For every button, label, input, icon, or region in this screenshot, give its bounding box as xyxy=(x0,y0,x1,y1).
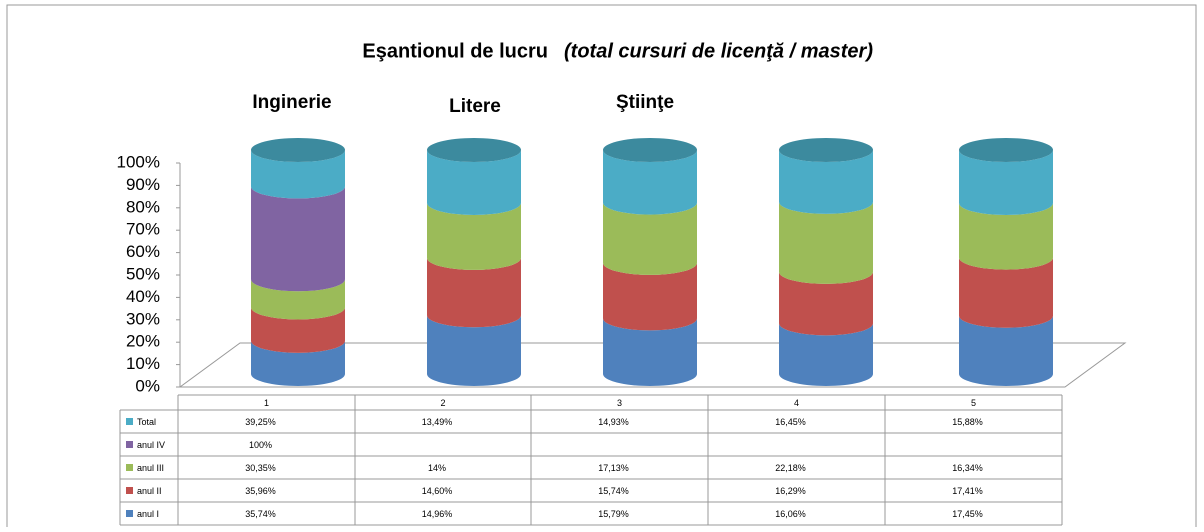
legend-label: anul III xyxy=(137,463,164,473)
bar-segment xyxy=(779,323,873,386)
legend-label: anul IV xyxy=(137,440,165,450)
legend-swatch xyxy=(126,464,133,471)
table-header: 4 xyxy=(794,398,799,408)
table-cell: 16,06% xyxy=(775,509,806,519)
bar-segment xyxy=(251,340,345,386)
y-tick-label: 10% xyxy=(126,354,160,373)
bar-segment xyxy=(959,150,1053,216)
y-tick-label: 50% xyxy=(126,264,160,283)
annotation: Ştiinţe xyxy=(616,92,674,113)
legend-swatch xyxy=(126,510,133,517)
bar-segment xyxy=(427,150,521,215)
y-tick-label: 70% xyxy=(126,220,160,239)
table-header: 1 xyxy=(264,398,269,408)
table-cell: 22,18% xyxy=(775,463,806,473)
table-cell: 16,45% xyxy=(775,417,806,427)
bar-segment xyxy=(603,262,697,331)
table-cell: 35,74% xyxy=(245,509,276,519)
y-tick-label: 20% xyxy=(126,332,160,351)
bar-segment xyxy=(603,150,697,215)
table-header: 3 xyxy=(617,398,622,408)
legend-swatch xyxy=(126,441,133,448)
bar-top xyxy=(427,138,521,162)
y-tick-label: 0% xyxy=(135,376,160,395)
bar-segment xyxy=(251,150,345,199)
table-header: 2 xyxy=(440,398,445,408)
table-cell: 16,34% xyxy=(952,463,983,473)
bar-segment xyxy=(959,203,1053,270)
annotation: Litere xyxy=(449,96,501,117)
table-cell: 14% xyxy=(428,463,446,473)
table-cell: 17,13% xyxy=(598,463,629,473)
legend-label: Total xyxy=(137,417,156,427)
bar-segment xyxy=(427,257,521,328)
table-cell: 100% xyxy=(249,440,272,450)
bar-segment xyxy=(959,315,1053,386)
table-cell: 13,49% xyxy=(422,417,453,427)
bar-segment xyxy=(603,318,697,386)
bar-segment xyxy=(427,202,521,270)
bar-top xyxy=(959,138,1053,162)
chart-title: Eşantionul de lucru xyxy=(362,40,548,62)
bar-segment xyxy=(427,315,521,386)
bar-segment xyxy=(779,271,873,336)
y-tick-label: 100% xyxy=(117,152,160,171)
bar-segment xyxy=(251,186,345,292)
table-cell: 16,29% xyxy=(775,486,806,496)
table-cell: 14,93% xyxy=(598,417,629,427)
table-cell: 39,25% xyxy=(245,417,276,427)
bar-segment xyxy=(959,257,1053,328)
bar-segment xyxy=(603,202,697,275)
bar-segment xyxy=(779,150,873,214)
table-cell: 17,45% xyxy=(952,509,983,519)
table-cell: 15,88% xyxy=(952,417,983,427)
bar-top xyxy=(779,138,873,162)
chart-subtitle: (total cursuri de licenţă / master) xyxy=(564,40,873,62)
bar-segment xyxy=(251,279,345,320)
table-cell: 14,60% xyxy=(422,486,453,496)
floor xyxy=(178,342,1127,388)
legend-label: anul I xyxy=(137,509,159,519)
table-cell: 15,79% xyxy=(598,509,629,519)
legend-label: anul II xyxy=(137,486,162,496)
bar-top xyxy=(251,138,345,162)
bar-segment xyxy=(251,307,345,353)
table-cell: 30,35% xyxy=(245,463,276,473)
y-tick-label: 40% xyxy=(126,287,160,306)
table-cell: 15,74% xyxy=(598,486,629,496)
y-tick-label: 30% xyxy=(126,309,160,328)
table-cell: 35,96% xyxy=(245,486,276,496)
y-tick-label: 80% xyxy=(126,197,160,216)
legend-swatch xyxy=(126,418,133,425)
legend-swatch xyxy=(126,487,133,494)
table-cell: 14,96% xyxy=(422,509,453,519)
y-tick-label: 60% xyxy=(126,242,160,261)
y-tick-label: 90% xyxy=(126,175,160,194)
bar-segment xyxy=(779,201,873,284)
bar-top xyxy=(603,138,697,162)
table-header: 5 xyxy=(971,398,976,408)
annotation: Inginerie xyxy=(252,92,331,113)
table-cell: 17,41% xyxy=(952,486,983,496)
